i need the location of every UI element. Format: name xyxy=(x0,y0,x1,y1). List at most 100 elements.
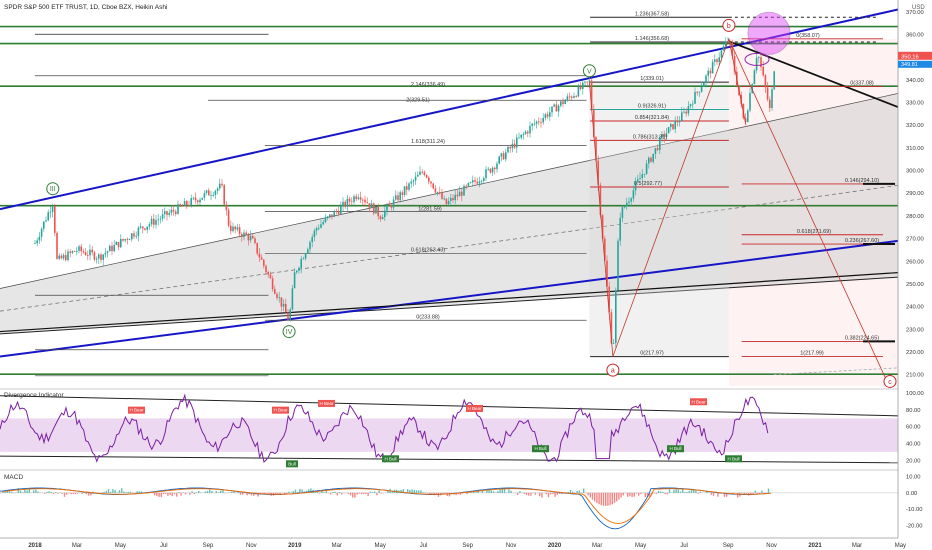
macd-bar xyxy=(657,490,660,493)
macd-bar xyxy=(297,492,299,493)
divergence-title: Divergence Indicator xyxy=(4,392,64,399)
candle-body xyxy=(258,253,261,258)
candle-body xyxy=(582,82,584,89)
bull-label: H Bull xyxy=(382,455,399,463)
candle-body xyxy=(641,174,643,178)
candle-body xyxy=(683,111,685,113)
macd-bar xyxy=(602,492,605,506)
candle-body xyxy=(109,245,111,252)
candle-body xyxy=(623,206,626,208)
candle-body xyxy=(311,237,313,243)
macd-bar xyxy=(294,489,297,493)
macd-bar xyxy=(222,489,224,493)
macd-bar xyxy=(105,490,107,493)
candle-body xyxy=(762,66,764,76)
candle-body xyxy=(634,182,637,191)
candle-body xyxy=(483,178,485,181)
candle-body xyxy=(137,227,140,236)
price-tick: 360.00 xyxy=(906,32,924,38)
candle-body xyxy=(656,148,659,150)
wave-label-text: IV xyxy=(286,329,293,336)
rsi-tick: 20.00 xyxy=(906,458,921,464)
fib-label: 0.382(224.65) xyxy=(845,335,879,341)
macd-bar xyxy=(620,492,622,498)
macd-bar xyxy=(140,491,143,493)
candle-body xyxy=(670,123,672,128)
candle-body xyxy=(502,153,505,160)
macd-bar xyxy=(44,492,46,494)
candle-body xyxy=(509,146,511,149)
candle-body xyxy=(487,168,489,170)
candle-body xyxy=(166,211,168,215)
macd-bar xyxy=(72,492,74,494)
candle-body xyxy=(747,110,749,122)
candle-body xyxy=(276,293,278,298)
candle-body xyxy=(351,201,353,203)
candle-body xyxy=(139,226,142,228)
macd-bar xyxy=(442,492,444,494)
candle-body xyxy=(590,80,593,110)
time-tick: Mar xyxy=(592,543,602,549)
macd-bar xyxy=(220,490,222,493)
candle-body xyxy=(260,257,263,260)
candle-body xyxy=(313,230,316,238)
candle-body xyxy=(263,259,265,266)
candle-body xyxy=(115,241,118,245)
macd-bar xyxy=(189,492,191,495)
macd-bar xyxy=(103,491,105,493)
candle-body xyxy=(287,312,289,320)
bear-label: H Bear xyxy=(272,406,289,414)
macd-bar xyxy=(611,492,613,505)
macd-bar xyxy=(660,491,662,493)
price-tick: 290.00 xyxy=(906,191,924,197)
candle-body xyxy=(764,75,767,88)
macd-bar xyxy=(380,492,382,494)
macd-bar xyxy=(664,492,666,495)
price-tick: 280.00 xyxy=(906,214,924,220)
candle-body xyxy=(478,181,481,184)
candles-group xyxy=(34,37,775,349)
candle-body xyxy=(379,216,382,220)
candle-body xyxy=(456,194,459,197)
macd-bar xyxy=(539,492,541,497)
macd-bar xyxy=(211,490,213,493)
bull-label-bg xyxy=(725,455,742,463)
macd-bar xyxy=(22,492,24,493)
wave-label-text: III xyxy=(50,186,56,193)
macd-bar xyxy=(301,489,303,493)
candle-body xyxy=(601,215,604,239)
bear-label: H Bear xyxy=(466,404,483,412)
time-tick: May xyxy=(115,543,126,549)
candle-body xyxy=(573,95,575,98)
macd-bar xyxy=(121,488,123,493)
macd-bar xyxy=(673,489,675,493)
candle-body xyxy=(496,163,498,170)
candle-body xyxy=(597,160,599,185)
wave-label-circle xyxy=(46,182,60,196)
macd-bar xyxy=(165,492,167,494)
macd-bar xyxy=(35,489,37,493)
macd-bar xyxy=(675,488,677,493)
macd-bar xyxy=(459,492,462,495)
macd-bar xyxy=(679,491,682,493)
macd-bar xyxy=(429,492,431,495)
candle-body xyxy=(150,218,153,225)
macd-bar xyxy=(558,492,561,495)
fib-label: 0.854(321.84) xyxy=(635,115,669,121)
candle-body xyxy=(280,297,283,307)
macd-bar xyxy=(374,491,376,493)
candle-body xyxy=(318,227,320,229)
macd-bar xyxy=(523,492,525,494)
wave-label-iv: IV xyxy=(282,325,296,339)
candle-body xyxy=(445,198,448,205)
candle-body xyxy=(529,125,531,134)
regression-channel xyxy=(0,93,898,334)
macd-bar xyxy=(481,489,484,493)
price-tick: 210.00 xyxy=(906,373,924,379)
candle-body xyxy=(755,57,758,71)
wave-label-b: b xyxy=(722,18,736,32)
candle-body xyxy=(58,255,60,259)
channel-lower-line xyxy=(0,276,899,335)
candle-body xyxy=(76,250,78,252)
candle-body xyxy=(421,171,423,173)
